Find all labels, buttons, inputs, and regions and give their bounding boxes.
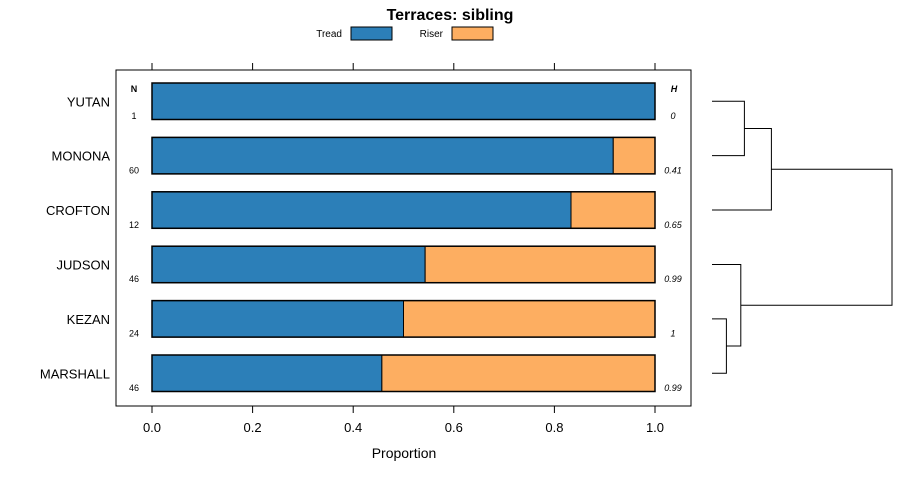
plot-frame — [115, 69, 692, 407]
x-tick-label: 1.0 — [646, 420, 664, 435]
n-value-yutan: 1 — [131, 111, 136, 121]
n-value-kezan: 24 — [129, 329, 139, 339]
n-column-header: N — [131, 84, 138, 94]
x-axis-label: Proportion — [372, 445, 437, 461]
bar-outline-kezan — [151, 299, 656, 338]
bar-judson-tread — [151, 245, 426, 284]
bar-outline-monona — [151, 136, 656, 175]
bar-judson-riser — [424, 245, 656, 284]
bar-monona-riser — [612, 136, 656, 175]
x-tick-label: 0.4 — [344, 420, 362, 435]
legend: Tread Riser — [316, 26, 494, 41]
h-value-marshall: 0.99 — [664, 383, 682, 393]
h-value-monona: 0.41 — [664, 165, 682, 175]
bar-outline-judson — [151, 245, 656, 284]
bar-crofton-riser — [570, 191, 656, 229]
category-label-crofton: CROFTON — [46, 203, 110, 218]
dendrogram — [712, 100, 893, 374]
dendrogram-link-2 — [712, 318, 727, 374]
legend-swatch-riser — [451, 26, 494, 41]
h-value-kezan: 1 — [670, 329, 675, 339]
n-value-crofton: 12 — [129, 220, 139, 230]
bars-group: YUTAN 1 0 MONONA 60 0.41 CROFTON 12 0.65 JUDSON 46… — [40, 82, 683, 393]
category-label-judson: JUDSON — [57, 257, 110, 272]
n-value-marshall: 46 — [129, 383, 139, 393]
n-value-monona: 60 — [129, 165, 139, 175]
dendrogram-link-4 — [740, 168, 893, 306]
category-label-kezan: KEZAN — [67, 312, 110, 327]
category-label-marshall: MARSHALL — [40, 366, 110, 381]
bar-crofton-tread — [151, 191, 572, 229]
dendrogram-link-1 — [712, 127, 772, 211]
h-column-header: H — [671, 84, 678, 94]
category-label-yutan: YUTAN — [67, 94, 110, 109]
x-tick-label: 0.2 — [244, 420, 262, 435]
bar-monona-tread — [151, 136, 614, 175]
legend-label-riser: Riser — [420, 29, 444, 40]
h-value-judson: 0.99 — [664, 274, 682, 284]
bar-outline-marshall — [151, 354, 656, 393]
n-value-judson: 46 — [129, 274, 139, 284]
dendrogram-link-0 — [712, 100, 745, 157]
x-tick-label: 0.6 — [445, 420, 463, 435]
h-value-yutan: 0 — [670, 111, 675, 121]
bar-kezan-riser — [403, 300, 656, 338]
bar-outline-crofton — [151, 191, 656, 230]
x-tick-label: 0.0 — [143, 420, 161, 435]
bar-kezan-tread — [151, 300, 404, 338]
legend-label-tread: Tread — [316, 29, 342, 40]
axes-group: 0.0 0.2 0.4 0.6 0.8 1.0 — [143, 63, 664, 435]
bar-marshall-riser — [381, 354, 656, 392]
bar-marshall-tread — [151, 354, 383, 392]
h-value-crofton: 0.65 — [664, 220, 683, 230]
legend-swatch-tread — [350, 26, 393, 41]
x-tick-label: 0.8 — [545, 420, 563, 435]
category-label-monona: MONONA — [52, 149, 111, 164]
chart-title: Terraces: sibling — [387, 7, 514, 24]
bar-outline-yutan — [151, 82, 656, 121]
bar-yutan-tread — [151, 82, 656, 120]
